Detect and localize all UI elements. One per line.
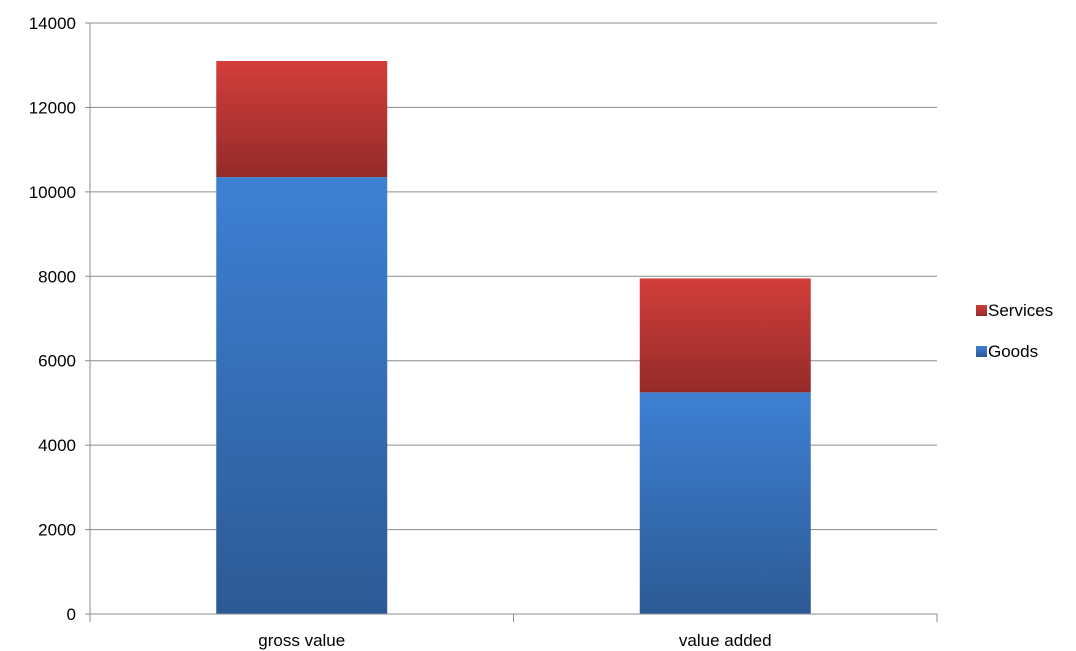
y-tick-label: 8000 bbox=[38, 267, 76, 286]
legend: Services Goods bbox=[976, 301, 1053, 361]
y-tick-label: 12000 bbox=[29, 98, 76, 117]
legend-label-services: Services bbox=[988, 301, 1053, 320]
legend-swatch-goods bbox=[976, 346, 987, 357]
legend-label-goods: Goods bbox=[988, 342, 1038, 361]
bar-services-value-added bbox=[639, 278, 811, 393]
y-tick-label: 10000 bbox=[29, 183, 76, 202]
y-tick-label: 2000 bbox=[38, 521, 76, 540]
axes: 0 2000 4000 6000 8000 10000 12000 14000 gross va… bbox=[29, 14, 938, 650]
bar-goods-gross-value bbox=[216, 177, 388, 614]
x-tick-label: value added bbox=[679, 631, 772, 650]
bar-services-gross-value bbox=[216, 60, 388, 178]
y-tick-label: 4000 bbox=[38, 436, 76, 455]
y-tick-label: 6000 bbox=[38, 352, 76, 371]
x-tick-label: gross value bbox=[258, 631, 345, 650]
y-tick-label: 0 bbox=[67, 605, 76, 624]
y-tick-label: 14000 bbox=[29, 14, 76, 33]
bar-goods-value-added bbox=[639, 392, 811, 614]
bars bbox=[216, 60, 811, 614]
legend-swatch-services bbox=[976, 305, 987, 316]
